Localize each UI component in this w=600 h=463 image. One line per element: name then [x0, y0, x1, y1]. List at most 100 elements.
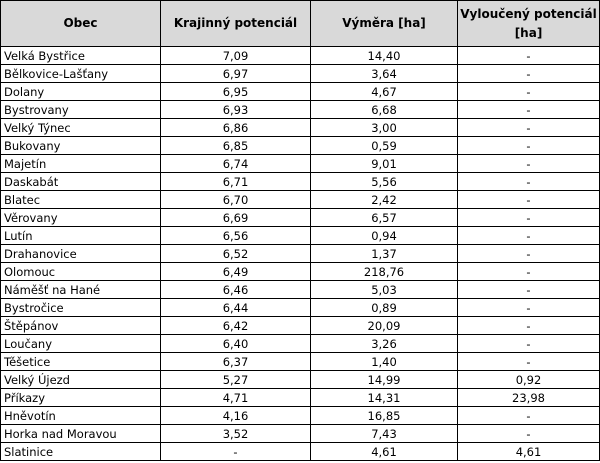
cell-obec: Lutín [0, 226, 161, 245]
cell-obec: Bělkovice-Lašťany [0, 64, 161, 83]
cell-obec: Olomouc [0, 262, 161, 281]
cell-obec: Hněvotín [0, 406, 161, 425]
cell-krajinny-potencial: 6,70 [160, 190, 311, 209]
table-row: Náměšť na Hané 6,46 5,03- [0, 280, 600, 299]
table-row: Bukovany 6,85 0,59- [0, 136, 600, 155]
cell-vylouceny-potencial: 23,98 [457, 388, 600, 407]
cell-obec: Loučany [0, 334, 161, 353]
cell-krajinny-potencial: 6,71 [160, 172, 311, 191]
cell-krajinny-potencial: 6,56 [160, 226, 311, 245]
cell-obec: Daskabát [0, 172, 161, 191]
cell-krajinny-potencial: 6,46 [160, 280, 311, 299]
cell-krajinny-potencial: - [160, 442, 311, 461]
cell-krajinny-potencial: 6,44 [160, 298, 311, 317]
cell-obec: Velký Újezd [0, 370, 161, 389]
cell-vymera: 5,03 [310, 280, 458, 299]
cell-vymera: 0,94 [310, 226, 458, 245]
header-row: Obec Krajinný potenciál Výměra [ha] Vylo… [0, 0, 600, 47]
cell-vymera: 9,01 [310, 154, 458, 173]
cell-obec: Velká Bystřice [0, 46, 161, 65]
table-row: Drahanovice 6,52 1,37- [0, 244, 600, 263]
header-vymera: Výměra [ha] [310, 0, 458, 47]
cell-vylouceny-potencial: - [457, 424, 600, 443]
cell-obec: Slatinice [0, 442, 161, 461]
table-row: Příkazy 4,71 14,31 23,98 [0, 388, 600, 407]
table-row: Majetín 6,74 9,01- [0, 154, 600, 173]
cell-vymera: 3,26 [310, 334, 458, 353]
table-row: Bystročice 6,44 0,89- [0, 298, 600, 317]
cell-krajinny-potencial: 5,27 [160, 370, 311, 389]
cell-vylouceny-potencial: - [457, 190, 600, 209]
cell-obec: Blatec [0, 190, 161, 209]
table-row: Velká Bystřice 7,09 14,40- [0, 46, 600, 65]
cell-vylouceny-potencial: - [457, 262, 600, 281]
table-row: Horka nad Moravou 3,52 7,43- [0, 424, 600, 443]
cell-vymera: 14,31 [310, 388, 458, 407]
cell-vymera: 2,42 [310, 190, 458, 209]
cell-obec: Bystrovany [0, 100, 161, 119]
cell-vymera: 3,00 [310, 118, 458, 137]
cell-krajinny-potencial: 4,16 [160, 406, 311, 425]
cell-vymera: 1,40 [310, 352, 458, 371]
cell-vylouceny-potencial: - [457, 154, 600, 173]
header-krajinny-potencial: Krajinný potenciál [160, 0, 311, 47]
cell-vylouceny-potencial: - [457, 208, 600, 227]
cell-krajinny-potencial: 6,93 [160, 100, 311, 119]
cell-obec: Bystročice [0, 298, 161, 317]
cell-obec: Těšetice [0, 352, 161, 371]
cell-obec: Bukovany [0, 136, 161, 155]
cell-krajinny-potencial: 6,69 [160, 208, 311, 227]
cell-vylouceny-potencial: - [457, 100, 600, 119]
table-row: Blatec 6,70 2,42- [0, 190, 600, 209]
table-row: Velký Újezd 5,27 14,99 0,92 [0, 370, 600, 389]
cell-vylouceny-potencial: - [457, 82, 600, 101]
cell-krajinny-potencial: 6,95 [160, 82, 311, 101]
cell-vylouceny-potencial: - [457, 244, 600, 263]
cell-vymera: 14,99 [310, 370, 458, 389]
table-row: Olomouc 6,49 218,76- [0, 262, 600, 281]
table-header: Obec Krajinný potenciál Výměra [ha] Vylo… [0, 0, 600, 47]
cell-vymera: 0,89 [310, 298, 458, 317]
cell-vylouceny-potencial: - [457, 352, 600, 371]
cell-vymera: 7,43 [310, 424, 458, 443]
table-row: Daskabát 6,71 5,56- [0, 172, 600, 191]
header-vylouceny-potencial: Vyloučený potenciál [ha] [457, 0, 600, 47]
cell-vymera: 0,59 [310, 136, 458, 155]
table-row: Věrovany 6,69 6,57- [0, 208, 600, 227]
cell-vylouceny-potencial: - [457, 406, 600, 425]
cell-obec: Velký Týnec [0, 118, 161, 137]
cell-obec: Drahanovice [0, 244, 161, 263]
table-row: Těšetice 6,37 1,40- [0, 352, 600, 371]
cell-vylouceny-potencial: - [457, 280, 600, 299]
cell-obec: Horka nad Moravou [0, 424, 161, 443]
cell-vymera: 16,85 [310, 406, 458, 425]
cell-obec: Věrovany [0, 208, 161, 227]
cell-krajinny-potencial: 6,42 [160, 316, 311, 335]
cell-vylouceny-potencial: 0,92 [457, 370, 600, 389]
cell-vylouceny-potencial: - [457, 226, 600, 245]
cell-obec: Majetín [0, 154, 161, 173]
cell-krajinny-potencial: 6,97 [160, 64, 311, 83]
cell-vymera: 1,37 [310, 244, 458, 263]
table-row: Dolany 6,95 4,67- [0, 82, 600, 101]
cell-krajinny-potencial: 6,86 [160, 118, 311, 137]
cell-obec: Štěpánov [0, 316, 161, 335]
cell-krajinny-potencial: 6,49 [160, 262, 311, 281]
cell-vymera: 6,57 [310, 208, 458, 227]
cell-vymera: 4,61 [310, 442, 458, 461]
table-row: Slatinice -4,61 4,61 [0, 442, 600, 461]
table-row: Lutín 6,56 0,94- [0, 226, 600, 245]
cell-vymera: 3,64 [310, 64, 458, 83]
table-row: Loučany 6,40 3,26- [0, 334, 600, 353]
cell-vylouceny-potencial: - [457, 172, 600, 191]
cell-vylouceny-potencial: - [457, 298, 600, 317]
cell-vymera: 14,40 [310, 46, 458, 65]
cell-krajinny-potencial: 6,37 [160, 352, 311, 371]
table-row: Bělkovice-Lašťany 6,97 3,64- [0, 64, 600, 83]
cell-obec: Dolany [0, 82, 161, 101]
table-body: Velká Bystřice 7,09 14,40- Bělkovice-Lašťan… [0, 46, 600, 461]
cell-vylouceny-potencial: - [457, 46, 600, 65]
cell-krajinny-potencial: 4,71 [160, 388, 311, 407]
cell-vylouceny-potencial: - [457, 334, 600, 353]
cell-krajinny-potencial: 6,85 [160, 136, 311, 155]
